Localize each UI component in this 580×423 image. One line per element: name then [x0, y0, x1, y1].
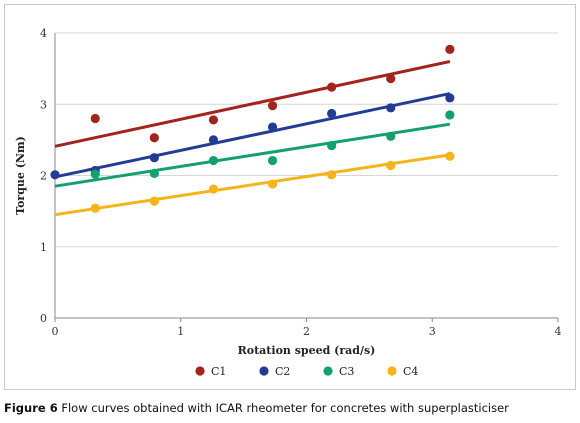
data-point-c2	[267, 122, 278, 132]
data-point-c1	[267, 101, 278, 111]
legend: C1 C2 C3 C4	[195, 365, 418, 378]
data-point-c2	[149, 153, 159, 163]
data-point-c1	[149, 133, 159, 143]
y-tick-label: 0	[40, 312, 47, 325]
data-point-c3	[90, 169, 100, 179]
chart-frame	[4, 4, 576, 390]
tick-labels: 0 1 2 3 4 0 1 2 3 4	[40, 27, 562, 338]
data-point-c3	[149, 168, 159, 178]
data-point-c1	[208, 115, 219, 125]
data-point-c4	[327, 170, 337, 180]
trend-line-c4	[54, 153, 451, 217]
legend-label-c3: C3	[339, 365, 354, 378]
x-tick-label: 3	[429, 325, 436, 338]
figure-caption: Figure 6 Flow curves obtained with ICAR …	[4, 401, 576, 415]
data-point-c2	[386, 103, 396, 113]
y-tick-label: 1	[40, 241, 47, 254]
figure-caption-text: Flow curves obtained with ICAR rheometer…	[57, 401, 509, 415]
legend-label-c1: C1	[211, 365, 226, 378]
figure-label: Figure 6	[4, 401, 58, 415]
x-tick-label: 0	[52, 325, 59, 338]
data-point-c3	[327, 140, 337, 151]
y-tick-label: 3	[40, 98, 47, 111]
data-point-c4	[149, 196, 159, 206]
data-point-c2	[445, 93, 455, 103]
x-tick-label: 1	[177, 325, 184, 338]
flow-curves-chart: 0 1 2 3 4 0 1 2 3 4 Rotation speed (rad/s) Torque…	[14, 27, 562, 378]
data-point-c3	[208, 155, 219, 166]
x-axis-title: Rotation speed (rad/s)	[238, 344, 376, 357]
data-point-c4	[445, 151, 455, 161]
trend-line-c1	[54, 60, 451, 148]
data-point-c1	[386, 74, 396, 84]
legend-label-c2: C2	[275, 365, 290, 378]
y-tick-label: 2	[40, 170, 47, 183]
legend-label-c4: C4	[403, 365, 418, 378]
data-point-c4	[386, 160, 396, 171]
data-point-c1	[90, 113, 100, 124]
x-tick-label: 4	[555, 325, 562, 338]
legend-marker-c2	[259, 366, 269, 376]
data-point-c1	[327, 82, 337, 92]
data-point-c2	[327, 108, 337, 119]
y-axis-title: Torque (Nm)	[14, 136, 27, 215]
trend-line-c2	[54, 92, 451, 179]
trend-line-c3	[54, 122, 451, 188]
legend-marker-c3	[323, 366, 333, 376]
data-point-c3	[386, 131, 396, 141]
data-points	[50, 44, 455, 213]
data-point-c3	[445, 110, 455, 120]
legend-marker-c4	[387, 366, 397, 376]
y-tick-label: 4	[40, 27, 47, 40]
data-point-c1	[445, 44, 455, 54]
legend-marker-c1	[195, 366, 205, 376]
data-point-c4	[267, 179, 278, 189]
grid-lines	[55, 32, 558, 248]
data-point-c4	[90, 203, 100, 213]
data-point-c3	[267, 155, 278, 166]
data-point-c4	[208, 184, 219, 194]
x-tick-label: 2	[303, 325, 310, 338]
data-point-c2	[50, 170, 60, 180]
data-point-c2	[208, 135, 219, 145]
trend-lines	[54, 60, 451, 217]
